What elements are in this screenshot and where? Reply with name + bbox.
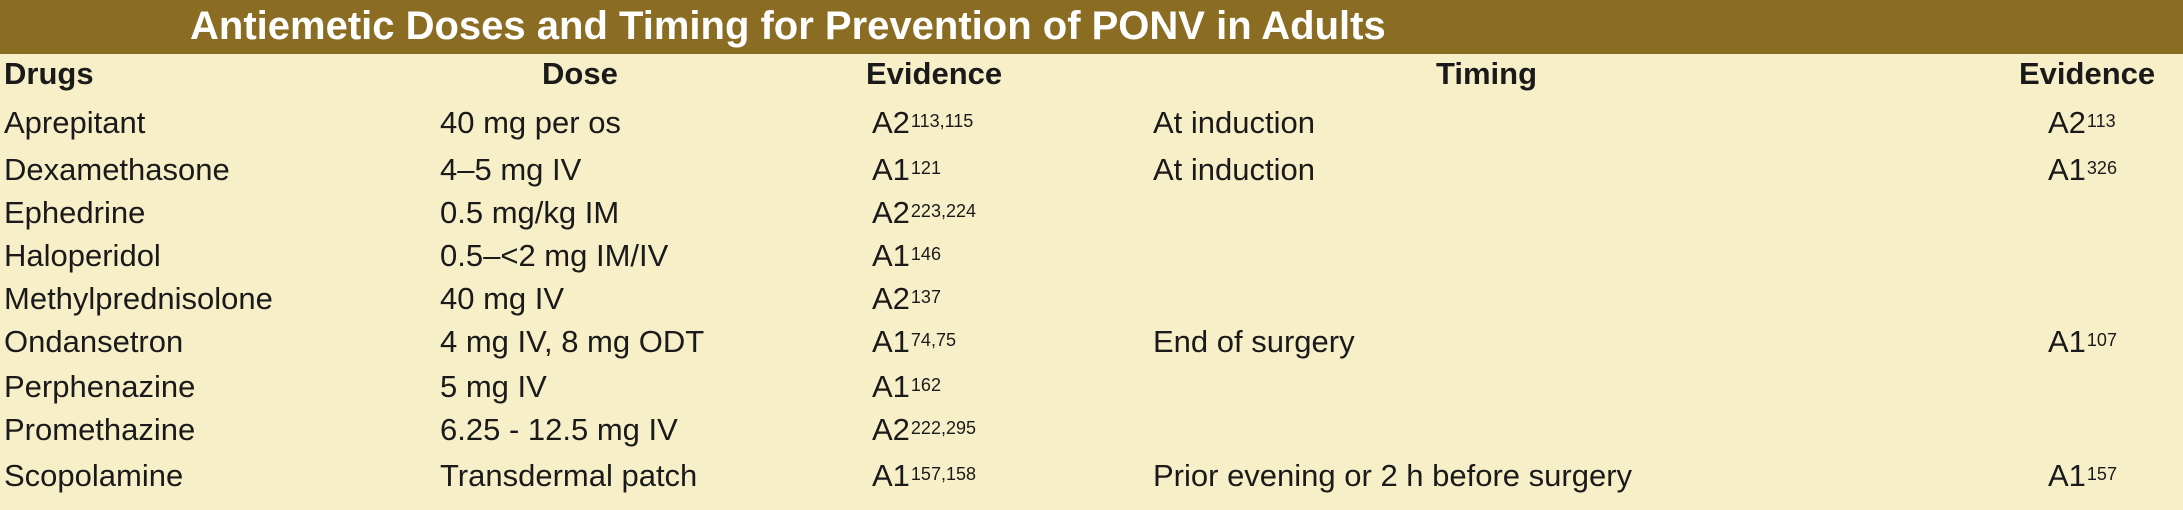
header-evidence-dose: Evidence <box>866 56 1003 91</box>
evidence-grade: A2 <box>2048 105 2086 140</box>
evidence-timing-cell: A1157 <box>2048 456 2117 496</box>
evidence-timing-cell: A2113 <box>2048 103 2116 143</box>
evidence-dose-cell: A2223,224 <box>872 193 976 233</box>
evidence-reference: 137 <box>910 287 941 307</box>
evidence-reference: 113 <box>2086 111 2116 131</box>
evidence-reference: 113,115 <box>910 111 974 131</box>
dose-cell: Transdermal patch <box>440 456 697 496</box>
evidence-dose-cell: A1146 <box>872 236 941 276</box>
timing-cell: End of surgery <box>1153 322 1355 362</box>
evidence-dose-cell: A1162 <box>872 367 941 407</box>
evidence-dose-cell: A2222,295 <box>872 410 976 450</box>
evidence-dose-cell: A1121 <box>872 150 941 190</box>
header-dose: Dose <box>542 56 618 91</box>
evidence-reference: 146 <box>910 244 941 264</box>
evidence-grade: A1 <box>2048 324 2086 359</box>
dose-value: 4–5 mg IV <box>440 152 582 187</box>
evidence-reference: 74,75 <box>910 330 956 350</box>
header-evidence-timing: Evidence <box>2019 56 2156 91</box>
evidence-dose-cell: A174,75 <box>872 322 956 362</box>
timing-value: End of surgery <box>1153 324 1355 359</box>
evidence-grade: A1 <box>872 238 910 273</box>
dose-cell: 4–5 mg IV <box>440 150 581 190</box>
header-timing: Timing <box>1436 56 1538 91</box>
dose-value: Transdermal patch <box>440 458 698 493</box>
drug-name: Dexamethasone <box>4 152 230 187</box>
evidence-grade: A1 <box>2048 152 2086 187</box>
drug-name: Promethazine <box>4 412 196 447</box>
drug-cell: Ephedrine <box>4 193 145 233</box>
drug-name: Ondansetron <box>4 324 184 359</box>
evidence-timing-cell: A1107 <box>2048 322 2117 362</box>
dose-cell: 40 mg per os <box>440 103 621 143</box>
evidence-grade: A1 <box>2048 458 2086 493</box>
drug-name: Ephedrine <box>4 195 146 230</box>
timing-value: At induction <box>1153 152 1315 187</box>
dose-cell: 4 mg IV, 8 mg ODT <box>440 322 704 362</box>
evidence-reference: 157 <box>2086 464 2117 484</box>
evidence-grade: A2 <box>872 105 910 140</box>
evidence-reference: 223,224 <box>910 201 976 221</box>
drug-cell: Scopolamine <box>4 456 183 496</box>
dose-value: 4 mg IV, 8 mg ODT <box>440 324 705 359</box>
evidence-timing-cell: A1326 <box>2048 150 2117 190</box>
drug-name: Haloperidol <box>4 238 161 273</box>
header-drugs: Drugs <box>4 56 94 91</box>
drug-cell: Haloperidol <box>4 236 161 276</box>
drug-cell: Ondansetron <box>4 322 183 362</box>
dose-value: 5 mg IV <box>440 369 547 404</box>
drug-name: Scopolamine <box>4 458 184 493</box>
evidence-grade: A2 <box>872 412 910 447</box>
evidence-reference: 162 <box>910 375 941 395</box>
drug-cell: Methylprednisolone <box>4 279 273 319</box>
timing-value: Prior evening or 2 h before surgery <box>1153 458 1633 493</box>
evidence-reference: 326 <box>2086 158 2117 178</box>
dose-cell: 0.5–<2 mg IM/IV <box>440 236 668 276</box>
evidence-grade: A1 <box>872 324 910 359</box>
dose-value: 40 mg per os <box>440 105 621 140</box>
dose-value: 6.25 - 12.5 mg IV <box>440 412 678 447</box>
dose-value: 40 mg IV <box>440 281 565 316</box>
dose-cell: 5 mg IV <box>440 367 547 407</box>
evidence-dose-cell: A1157,158 <box>872 456 976 496</box>
evidence-dose-cell: A2137 <box>872 279 941 319</box>
dose-cell: 0.5 mg/kg IM <box>440 193 619 233</box>
dose-value: 0.5 mg/kg IM <box>440 195 620 230</box>
evidence-reference: 222,295 <box>910 418 976 438</box>
drug-name: Methylprednisolone <box>4 281 273 316</box>
evidence-grade: A1 <box>872 152 910 187</box>
drug-cell: Dexamethasone <box>4 150 230 190</box>
evidence-reference: 121 <box>910 158 941 178</box>
drug-name: Perphenazine <box>4 369 196 404</box>
evidence-grade: A2 <box>872 195 910 230</box>
evidence-grade: A1 <box>872 458 910 493</box>
drug-cell: Promethazine <box>4 410 195 450</box>
evidence-grade: A2 <box>872 281 910 316</box>
timing-cell: Prior evening or 2 h before surgery <box>1153 456 1632 496</box>
timing-cell: At induction <box>1153 103 1315 143</box>
drug-name: Aprepitant <box>4 105 146 140</box>
dose-cell: 40 mg IV <box>440 279 564 319</box>
dose-cell: 6.25 - 12.5 mg IV <box>440 410 678 450</box>
timing-value: At induction <box>1153 105 1315 140</box>
title-bar: Antiemetic Doses and Timing for Preventi… <box>0 0 2183 54</box>
dose-value: 0.5–<2 mg IM/IV <box>440 238 669 273</box>
table-title: Antiemetic Doses and Timing for Preventi… <box>190 4 1386 48</box>
drug-cell: Perphenazine <box>4 367 195 407</box>
drug-cell: Aprepitant <box>4 103 145 143</box>
timing-cell: At induction <box>1153 150 1315 190</box>
evidence-dose-cell: A2113,115 <box>872 103 973 143</box>
evidence-reference: 157,158 <box>910 464 976 484</box>
evidence-grade: A1 <box>872 369 910 404</box>
evidence-reference: 107 <box>2086 330 2117 350</box>
